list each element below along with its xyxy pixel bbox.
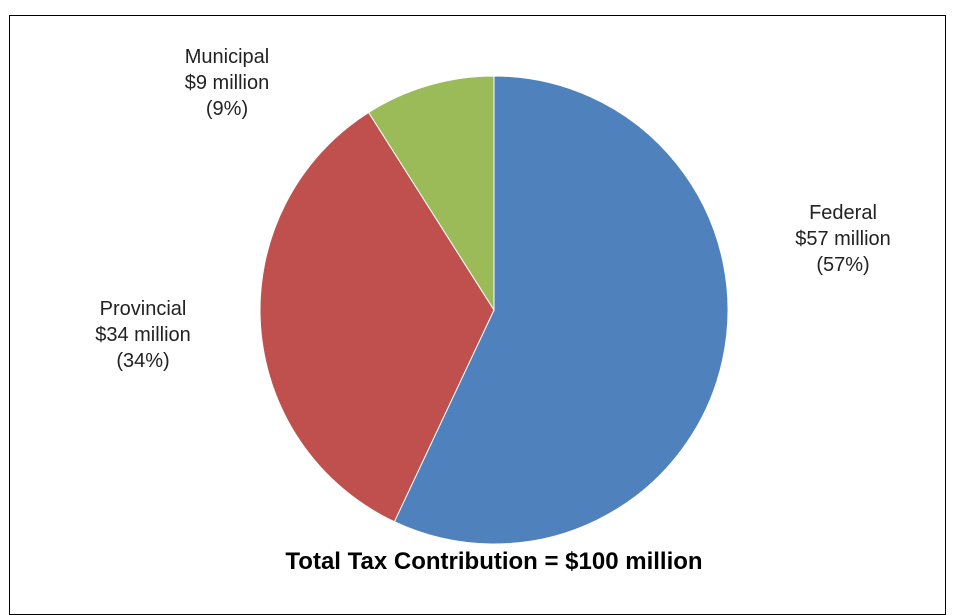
pie-slices (259, 75, 729, 545)
slice-label-federal-name: Federal (809, 202, 877, 224)
slice-label-provincial-amount: $34 million (95, 324, 191, 346)
slice-label-provincial-percent: (34%) (116, 350, 170, 372)
slice-label-federal: Federal $57 million (57%) (795, 200, 891, 278)
pie-slice-municipal (367, 75, 495, 312)
slice-label-federal-percent: (57%) (816, 254, 870, 276)
slice-label-municipal: Municipal $9 million (9%) (185, 44, 269, 122)
pie-slice-federal (393, 75, 729, 545)
slice-label-provincial: Provincial $34 million (34%) (95, 296, 191, 374)
pie-slice-provincial (259, 111, 495, 523)
pie-chart (259, 75, 729, 545)
slice-label-municipal-amount: $9 million (184, 72, 270, 94)
slice-label-provincial-name: Provincial (99, 298, 187, 320)
chart-caption: Total Tax Contribution = $100 million (285, 548, 703, 575)
slice-label-municipal-percent: (9%) (205, 98, 249, 120)
slice-label-municipal-name: Municipal (184, 46, 270, 68)
slice-label-federal-amount: $57 million (795, 228, 891, 250)
